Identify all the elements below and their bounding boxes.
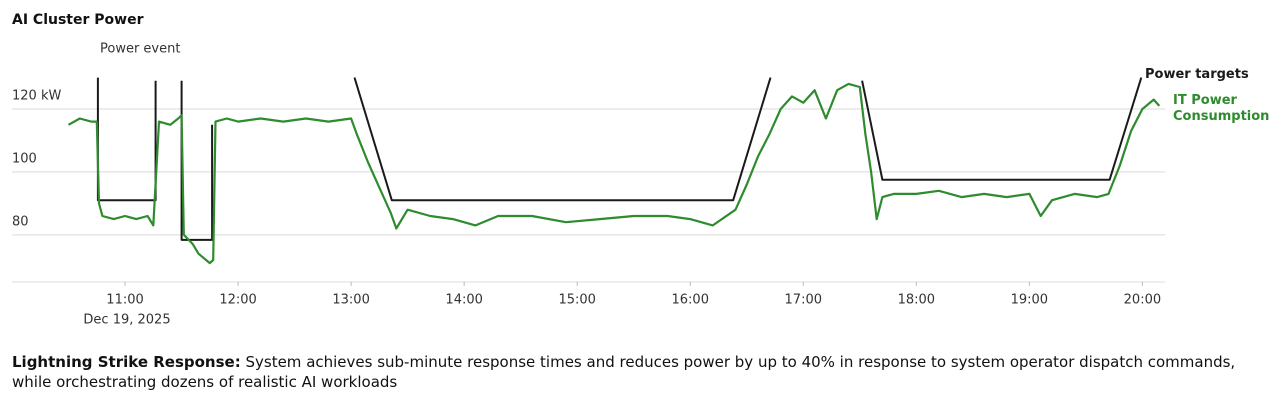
x-tick-label: 12:00 xyxy=(219,293,256,308)
legend-label: Power targets xyxy=(1145,67,1249,82)
x-tick-label: 17:00 xyxy=(785,293,822,308)
x-tick-label: 13:00 xyxy=(332,293,369,308)
series-line xyxy=(96,77,1143,241)
x-tick-label: 18:00 xyxy=(898,293,935,308)
legend-label: IT Power Consumption xyxy=(1173,93,1270,124)
caption-lead: Lightning Strike Response: xyxy=(12,353,241,371)
annotation: Power event xyxy=(100,42,180,57)
y-tick-label: 80 xyxy=(12,214,29,229)
x-tick-label: 19:00 xyxy=(1011,293,1048,308)
chart-title: AI Cluster Power xyxy=(12,12,144,28)
chart: AI Cluster Power Power event Dec 19, 202… xyxy=(12,12,1165,328)
x-tick-label: 14:00 xyxy=(445,293,482,308)
y-tick-label: 120 kW xyxy=(12,89,61,104)
y-tick-label: 100 xyxy=(12,151,37,166)
x-tick-label: 11:00 xyxy=(106,293,143,308)
caption: Lightning Strike Response: System achiev… xyxy=(12,352,1267,392)
x-tick-label: 16:00 xyxy=(672,293,709,308)
x-tick-label: 20:00 xyxy=(1124,293,1161,308)
caption-text: System achieves sub-minute response time… xyxy=(12,353,1236,391)
date-label: Dec 19, 2025 xyxy=(83,313,170,328)
series-line xyxy=(67,82,1161,265)
x-tick-label: 15:00 xyxy=(558,293,595,308)
